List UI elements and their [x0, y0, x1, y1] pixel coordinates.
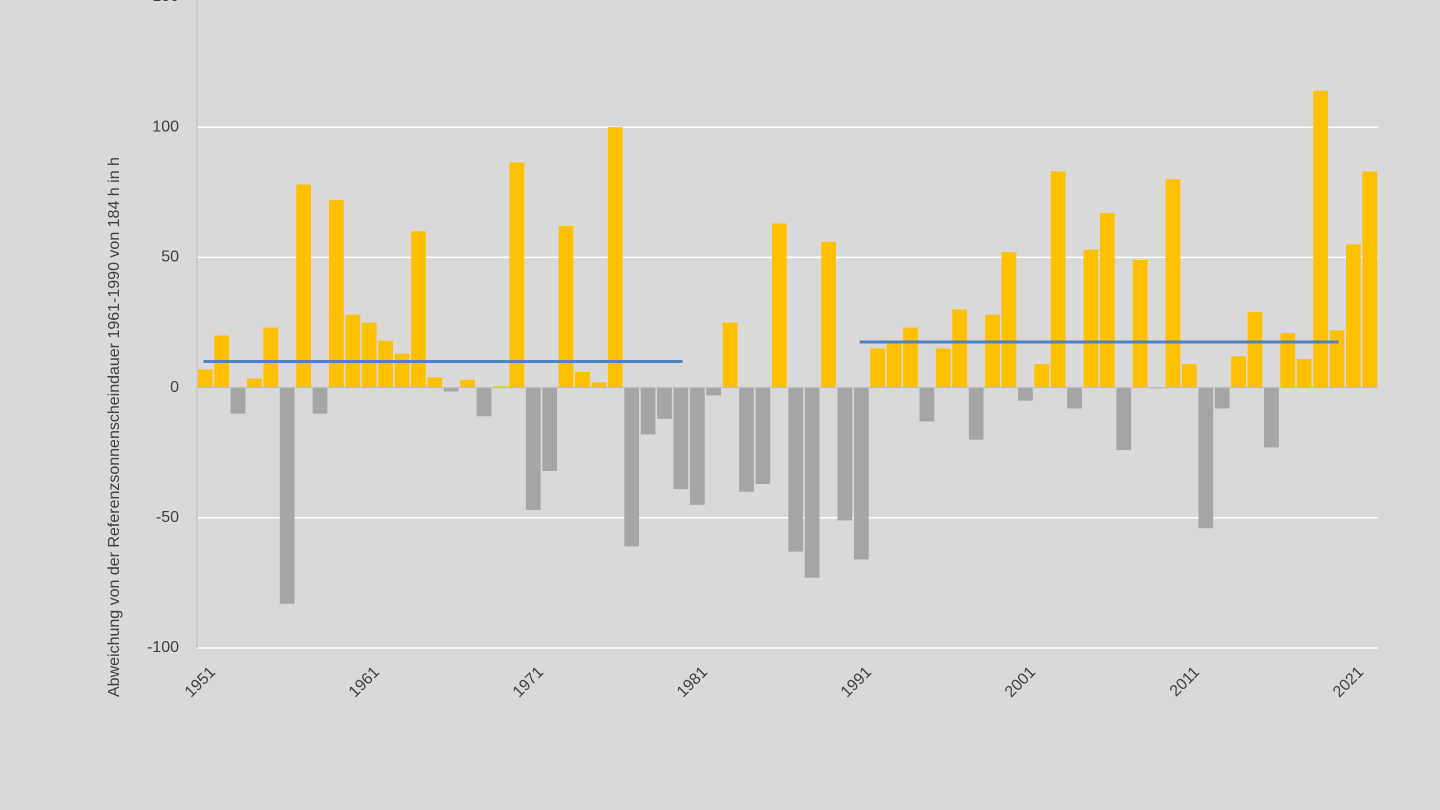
- bar: [1247, 312, 1263, 388]
- bar: [722, 322, 738, 388]
- bar: [197, 369, 213, 388]
- bar: [460, 379, 476, 388]
- x-tick-label: 1971: [510, 664, 547, 701]
- bar: [706, 387, 722, 396]
- x-tick-label: 1981: [674, 664, 711, 701]
- bar: [640, 387, 656, 435]
- bar: [870, 348, 886, 388]
- bar: [1198, 387, 1214, 529]
- bar: [673, 387, 689, 490]
- bar: [443, 387, 459, 392]
- bar: [1231, 356, 1246, 388]
- x-tick-label: 1961: [346, 664, 383, 701]
- bar: [1001, 252, 1017, 388]
- bar: [279, 387, 295, 604]
- bar: [755, 387, 771, 484]
- bar: [247, 378, 262, 388]
- bar: [624, 387, 640, 547]
- bar: [1296, 358, 1312, 388]
- bar: [509, 162, 525, 388]
- x-tick-label: 1951: [182, 664, 219, 701]
- bar: [263, 327, 279, 388]
- bar: [1329, 330, 1345, 388]
- x-tick-label: 2011: [1167, 664, 1203, 700]
- y-axis-label: Abweichung von der Referenzsonnenscheind…: [106, 157, 123, 697]
- bar: [296, 184, 311, 388]
- bar: [1067, 387, 1082, 409]
- bar: [985, 314, 1000, 388]
- bar: [689, 387, 705, 505]
- bar: [886, 343, 902, 388]
- bar: [1346, 244, 1361, 388]
- y-tick-label: -50: [156, 509, 179, 526]
- bar: [1050, 171, 1066, 388]
- bar: [1313, 90, 1328, 388]
- bar: [591, 382, 607, 388]
- bar: [1165, 179, 1181, 388]
- x-tick-label: 2001: [1002, 664, 1039, 701]
- bar: [1034, 364, 1050, 388]
- bar: [1264, 387, 1279, 448]
- bar: [657, 387, 672, 419]
- bar: [476, 387, 492, 417]
- bar: [312, 387, 328, 414]
- y-tick-label: 50: [161, 249, 179, 266]
- bar: [361, 322, 377, 388]
- bar: [411, 231, 426, 388]
- bar: [771, 223, 787, 388]
- bar: [607, 127, 623, 388]
- bar: [1362, 171, 1378, 388]
- x-tick-label: 1991: [838, 664, 875, 701]
- bar: [788, 387, 804, 552]
- bar: [394, 353, 410, 388]
- bar: [837, 387, 853, 521]
- bar: [542, 387, 558, 471]
- bar: [575, 371, 590, 388]
- bar: [1280, 332, 1296, 388]
- bar: [1181, 364, 1197, 388]
- bar: [525, 387, 541, 510]
- bar: [804, 387, 820, 578]
- bar: [230, 387, 246, 414]
- bar: [919, 387, 935, 422]
- bar: [968, 387, 984, 440]
- bar: [1017, 387, 1033, 401]
- bar: [739, 387, 754, 492]
- bar: [345, 314, 361, 388]
- bar: [427, 377, 443, 388]
- y-tick-label: 150: [152, 0, 179, 5]
- bar: [1099, 213, 1115, 388]
- bar: [1083, 249, 1099, 388]
- bar: [329, 200, 344, 388]
- y-tick-label: 100: [152, 118, 179, 135]
- bar: [853, 387, 869, 560]
- bar: [821, 241, 836, 388]
- bar: [1214, 387, 1230, 409]
- y-tick-label: -100: [147, 639, 179, 656]
- y-tick-label: 0: [170, 379, 179, 396]
- bar: [1116, 387, 1132, 451]
- bar: [558, 226, 574, 388]
- bar: [952, 309, 968, 388]
- bar: [903, 327, 918, 388]
- bar: [935, 348, 951, 388]
- x-tick-label: 2021: [1330, 664, 1367, 701]
- bar: [1132, 260, 1148, 388]
- bar: [378, 340, 394, 388]
